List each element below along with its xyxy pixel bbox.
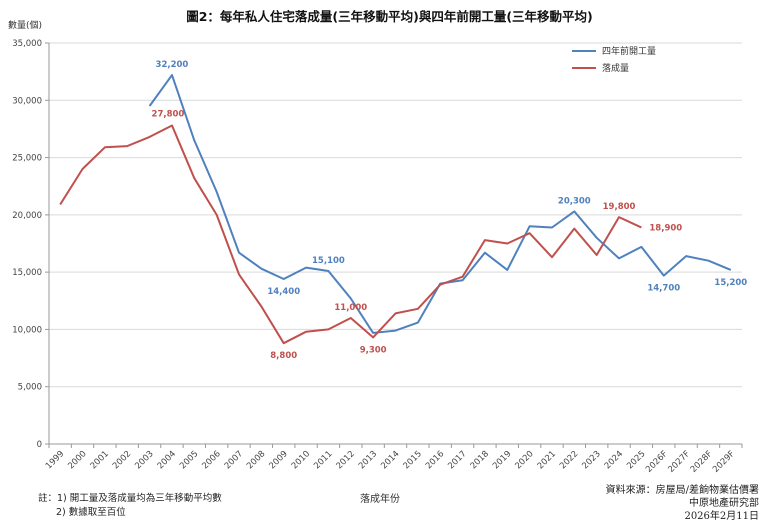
series-line-starts [148, 74, 732, 334]
y-tick-label: 35,000 [12, 39, 42, 49]
x-tick-label: 2015 [402, 449, 424, 471]
legend-label-starts: 四年前開工量 [602, 45, 656, 57]
y-tick-label: 30,000 [12, 96, 42, 106]
x-tick-label: 2014 [379, 449, 401, 471]
x-tick-label: 2020 [513, 449, 535, 471]
data-label: 20,300 [558, 196, 591, 206]
x-tick-label: 2017 [446, 449, 468, 471]
x-tick-label: 2003 [133, 449, 155, 471]
x-tick-label: 2027F [666, 449, 692, 475]
source-line-1: 資料來源：房屋局/差餉物業估價署 [605, 485, 759, 496]
x-tick-label: 2024 [603, 449, 625, 471]
x-tick-label: 2001 [89, 449, 111, 471]
x-tick-label: 2004 [156, 449, 178, 471]
legend-label-completions: 落成量 [602, 62, 629, 74]
y-tick-label: 25,000 [12, 154, 42, 164]
legend: 四年前開工量 落成量 [572, 45, 656, 74]
x-tick-label: 1999 [44, 449, 66, 471]
data-label: 9,300 [360, 345, 387, 355]
x-tick-label: 2026F [644, 449, 670, 475]
x-axis-ticks: 1999 2000 2001 2002 2003 2004 2005 2006 2007 2008… [44, 444, 743, 475]
x-tick-label: 2016 [424, 449, 446, 471]
source-line-3: 2026年2月11日 [684, 511, 759, 522]
series-line-completions [59, 124, 642, 345]
data-label: 14,700 [647, 284, 680, 294]
x-tick-label: 2006 [200, 449, 222, 471]
y-tick-label: 0 [37, 440, 42, 450]
x-tick-label: 2028F [689, 449, 715, 475]
data-label: 27,800 [152, 109, 185, 119]
data-label: 19,800 [603, 202, 636, 212]
data-label: 15,200 [714, 278, 747, 288]
x-tick-label: 2011 [312, 449, 334, 471]
data-labels: 32,200 27,800 14,400 8,800 15,100 11,000 9,300… [152, 60, 748, 361]
data-label: 11,000 [334, 303, 367, 313]
x-tick-label: 2012 [335, 449, 357, 471]
data-label: 8,800 [270, 351, 297, 361]
x-tick-label: 2021 [536, 449, 558, 471]
x-tick-label: 2013 [357, 449, 379, 471]
note-line-2: 2) 數據取至百位 [56, 507, 126, 518]
chart-title: 圖2：每年私人住宅落成量(三年移動平均)與四年前開工量(三年移動平均) [186, 9, 593, 24]
x-tick-label: 2022 [558, 449, 580, 471]
series-lines [59, 74, 732, 345]
y-tick-label: 10,000 [12, 325, 42, 335]
data-label: 15,100 [312, 256, 345, 266]
x-tick-label: 2000 [66, 449, 88, 471]
source-line-2: 中原地產研究部 [689, 498, 759, 509]
y-tick-label: 5,000 [18, 383, 42, 393]
y-tick-label: 20,000 [12, 211, 42, 221]
x-tick-label: 2023 [580, 449, 602, 471]
x-tick-label: 2007 [223, 449, 245, 471]
x-tick-label: 2005 [178, 449, 200, 471]
data-label: 18,900 [649, 223, 682, 233]
x-tick-label: 2029F [711, 449, 737, 475]
data-label: 14,400 [267, 287, 300, 297]
x-tick-label: 2009 [267, 449, 289, 471]
source-block: 資料來源：房屋局/差餉物業估價署 中原地產研究部 2026年2月11日 [606, 484, 759, 523]
notes: 註：1) 開工量及落成量均為三年移動平均數 2) 數據取至百位 [38, 492, 222, 520]
grid-lines [48, 42, 742, 445]
x-tick-label: 2010 [290, 449, 312, 471]
y-tick-label: 15,000 [12, 268, 42, 278]
y-axis-ticks: 0 5,000 10,000 15,000 20,000 25,000 30,000 35,0… [12, 39, 49, 450]
x-axis-label: 落成年份 [360, 494, 400, 505]
x-tick-label: 2019 [491, 449, 513, 471]
x-tick-label: 2002 [111, 449, 133, 471]
note-line-1: 註：1) 開工量及落成量均為三年移動平均數 [38, 493, 222, 504]
data-label: 32,200 [156, 60, 189, 70]
x-tick-label: 2008 [245, 449, 267, 471]
x-tick-label: 2018 [469, 449, 491, 471]
y-axis-label: 數量(個) [8, 19, 42, 31]
